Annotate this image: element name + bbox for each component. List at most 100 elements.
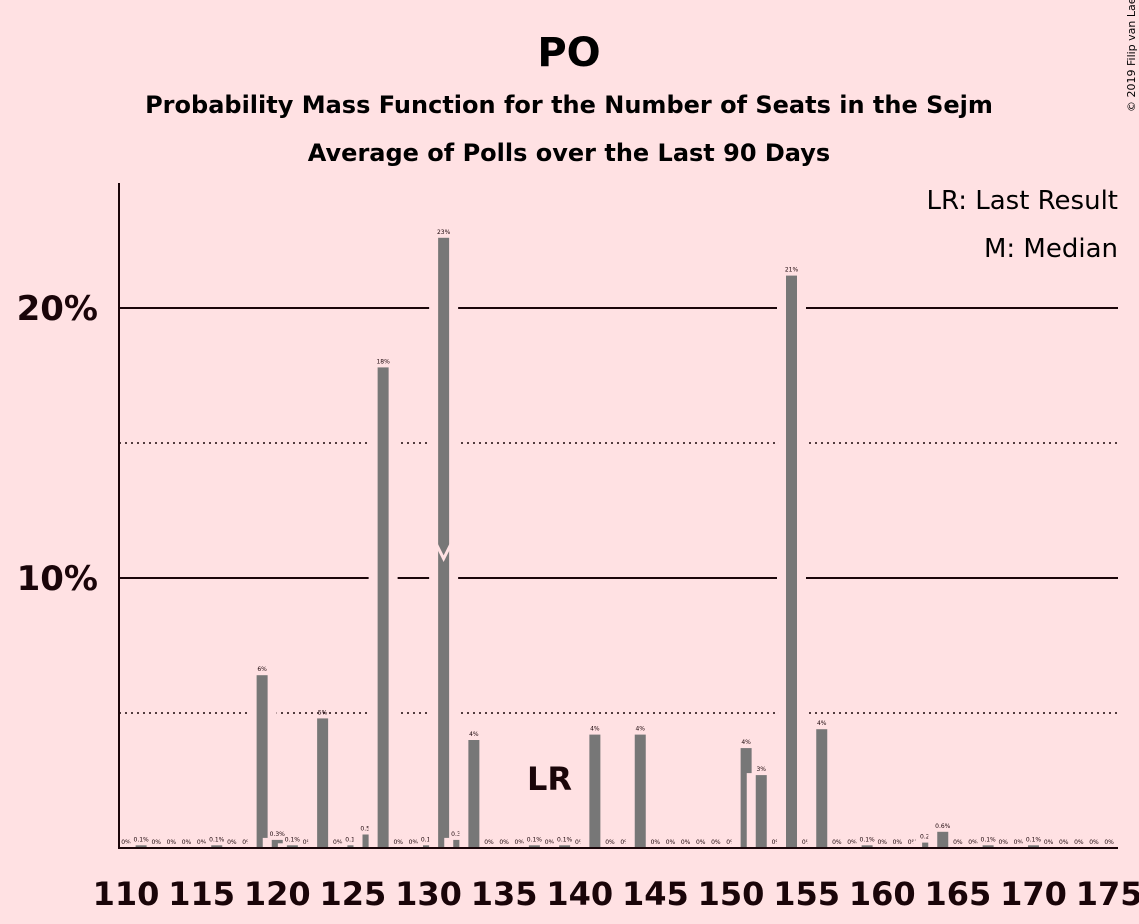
bar-label-162: 0% xyxy=(908,839,918,846)
bar-label-129: 0% xyxy=(409,839,419,846)
bar-label-114: 0% xyxy=(182,839,192,846)
bar-label-167: 0.1% xyxy=(981,836,997,843)
bar-119 xyxy=(256,675,268,848)
bar-116 xyxy=(211,845,223,848)
bar-label-160: 0% xyxy=(877,839,887,846)
x-tick-label-135: 135 xyxy=(471,875,538,913)
bar-139 xyxy=(559,845,571,848)
bar-label-174: 0% xyxy=(1089,839,1099,846)
bar-154 xyxy=(786,275,797,849)
bar-label-126: 0.5% xyxy=(360,826,376,833)
bar-label-123: 5% xyxy=(318,709,328,716)
bar-label-144: 4% xyxy=(635,726,645,733)
legend-median: M: Median xyxy=(984,234,1118,264)
x-tick-label-110: 110 xyxy=(93,875,160,913)
bar-label-143: 0% xyxy=(620,839,630,846)
bar-label-133: 4% xyxy=(469,731,479,738)
bar-label-120: 0.3% xyxy=(270,831,286,838)
bar-131 xyxy=(438,237,450,849)
bar-label-158: 0% xyxy=(847,839,857,846)
x-tick-label-155: 155 xyxy=(773,875,840,913)
bar-label-159: 0.1% xyxy=(860,836,876,843)
x-tick-label-170: 170 xyxy=(1000,875,1067,913)
chart-subtitle-2: Average of Polls over the Last 90 Days xyxy=(308,139,830,167)
x-tick-label-130: 130 xyxy=(395,875,462,913)
bar-126 xyxy=(362,834,374,848)
bar-label-127: 18% xyxy=(376,358,390,365)
bar-label-118: 0% xyxy=(242,839,252,846)
x-tick-label-165: 165 xyxy=(924,875,991,913)
bar-label-169: 0% xyxy=(1014,839,1024,846)
bar-label-140: 0% xyxy=(575,839,585,846)
bar-163 xyxy=(922,842,934,848)
bar-label-173: 0% xyxy=(1074,839,1084,846)
x-tick-label-125: 125 xyxy=(319,875,386,913)
bar-159 xyxy=(861,845,873,848)
bar-label-145: 0% xyxy=(651,839,661,846)
bar-label-146: 0% xyxy=(666,839,676,846)
bar-label-154: 21% xyxy=(785,267,799,274)
copyright-text: © 2019 Filip van Laenen xyxy=(1125,0,1138,112)
bar-label-172: 0% xyxy=(1059,839,1069,846)
bar-156 xyxy=(816,729,828,848)
bar-123 xyxy=(317,718,329,848)
bar-label-165: 0% xyxy=(953,839,963,846)
median-marker xyxy=(435,544,452,563)
bar-label-116: 0.1% xyxy=(209,836,225,843)
bar-label-141: 4% xyxy=(590,726,600,733)
bar-label-134: 0% xyxy=(484,839,494,846)
bar-label-150: 0% xyxy=(726,839,736,846)
bar-label-142: 0% xyxy=(605,839,615,846)
bar-label-119: 6% xyxy=(257,666,267,673)
chart-title: PO xyxy=(537,30,600,76)
bar-label-122: 0% xyxy=(303,839,313,846)
plot-area: 0% 0.1% 0% 0% 0% 0% 0.1% 0% 0%6%0.3%0.1% 0%5%0% 0.… xyxy=(17,183,1139,913)
bar-label-168: 0% xyxy=(998,839,1008,846)
bar-label-115: 0% xyxy=(197,839,207,846)
x-tick-label-115: 115 xyxy=(168,875,235,913)
bar-label-147: 0% xyxy=(681,839,691,846)
bar-label-137: 0.1% xyxy=(527,836,543,843)
bar-label-138: 0% xyxy=(545,839,555,846)
x-tick-label-175: 175 xyxy=(1076,875,1139,913)
bar-label-131: 23% xyxy=(437,229,451,236)
bar-label-157: 0% xyxy=(832,839,842,846)
bar-label-166: 0% xyxy=(968,839,978,846)
bar-label-164: 0.6% xyxy=(935,823,951,830)
bar-121 xyxy=(286,845,298,848)
bar-137 xyxy=(528,845,540,848)
bar-label-132: 0.3% xyxy=(451,831,467,838)
bar-130 xyxy=(423,845,434,848)
bar-label-117: 0% xyxy=(227,839,237,846)
y-tick-label-1: 20% xyxy=(17,289,98,329)
bar-label-171: 0% xyxy=(1044,839,1054,846)
bar-132 xyxy=(453,839,465,848)
bar-label-135: 0% xyxy=(499,839,509,846)
bar-label-153: 0% xyxy=(772,839,782,846)
bar-141 xyxy=(589,734,601,848)
bar-label-148: 0% xyxy=(696,839,706,846)
bar-label-155: 0% xyxy=(802,839,812,846)
bar-label-149: 0% xyxy=(711,839,721,846)
bar-label-161: 0% xyxy=(893,839,903,846)
bar-label-175: 0% xyxy=(1104,839,1114,846)
y-tick-label-0: 10% xyxy=(17,559,98,599)
x-tick-label-160: 160 xyxy=(849,875,916,913)
bar-144 xyxy=(634,734,646,848)
bar-151 xyxy=(740,748,752,848)
bar-label-130: 0.1% xyxy=(421,836,437,843)
bar-label-121: 0.1% xyxy=(285,836,301,843)
chart-subtitle: Probability Mass Function for the Number… xyxy=(145,91,993,119)
bar-label-110: 0% xyxy=(121,839,131,846)
bar-120 xyxy=(271,839,283,848)
bar-label-125: 0.1% xyxy=(345,836,361,843)
bar-label-139: 0.1% xyxy=(557,836,573,843)
bar-label-113: 0% xyxy=(167,839,177,846)
bar-133 xyxy=(468,740,480,848)
bar-label-170: 0.1% xyxy=(1026,836,1042,843)
bar-label-112: 0% xyxy=(151,839,161,846)
bar-111 xyxy=(135,845,147,848)
bar-127 xyxy=(377,367,389,848)
bar-label-156: 4% xyxy=(817,720,827,727)
